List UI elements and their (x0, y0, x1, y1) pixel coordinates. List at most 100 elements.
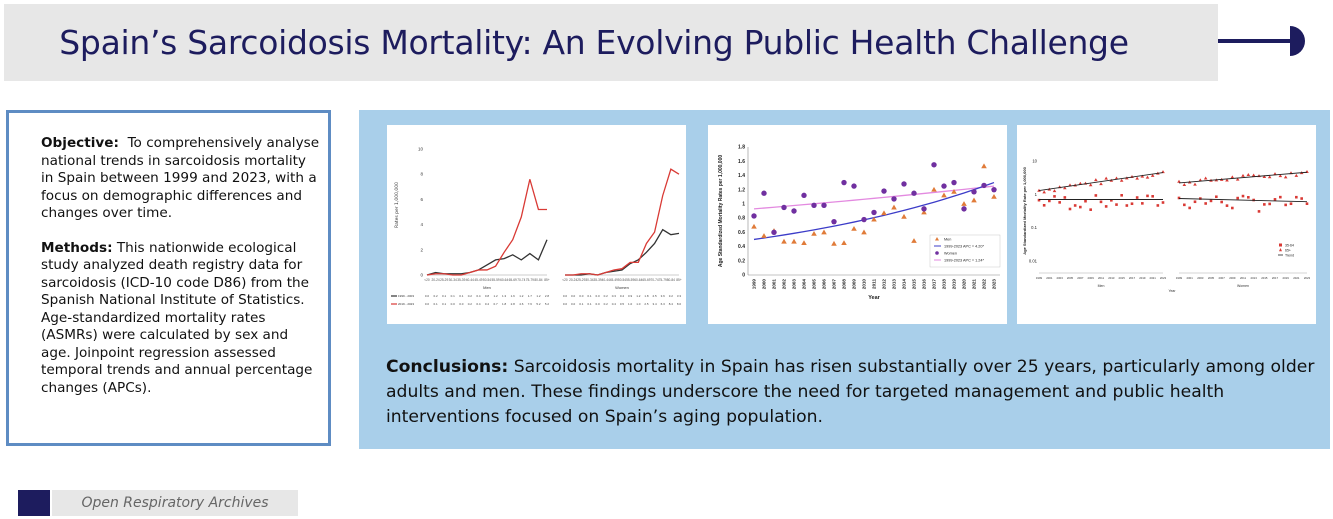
x-tick-label: 2001 (1187, 276, 1194, 280)
data-table-value: 0.4 (620, 294, 625, 298)
y-tick-label: 0.1 (1031, 225, 1037, 230)
data-table-value: 0.1 (442, 294, 447, 298)
x-tick-label: 2023 (1160, 276, 1167, 280)
men-data-point (811, 230, 817, 236)
x-tick-label: 2019 (1139, 276, 1146, 280)
age-65-plus-point (1246, 173, 1251, 177)
x-tick-label: 40-44 (602, 278, 610, 282)
legend-label: Women (944, 251, 957, 255)
men-data-point (871, 216, 877, 222)
legend-label: Men (944, 237, 951, 241)
data-table-value: 1.3 (502, 294, 507, 298)
age-35-64-point (1099, 200, 1103, 204)
women-data-point (841, 179, 847, 186)
data-table-value: 0.2 (468, 294, 473, 298)
women-data-point (901, 181, 907, 187)
age-35-64-point (1263, 203, 1266, 206)
men-data-point (761, 233, 767, 238)
legend-swatch (935, 237, 939, 241)
page-title: Spain’s Sarcoidosis Mortality: An Evolvi… (59, 23, 1129, 62)
y-tick-label: 0.8 (738, 216, 745, 222)
age-35-64-point (1289, 202, 1293, 206)
x-tick-label: 60-64 (500, 278, 508, 282)
y-tick-label: 8 (420, 172, 423, 177)
men-data-point (821, 229, 827, 235)
men-data-point (851, 225, 857, 231)
data-table-value: 1.2 (493, 294, 498, 298)
x-tick-label: 2007 (1219, 276, 1226, 280)
trend-line (1178, 198, 1308, 203)
women-data-point (781, 204, 787, 211)
age-35-64-point (1037, 198, 1041, 202)
trend-line (1178, 171, 1308, 184)
women-data-point (791, 208, 797, 214)
asmr-trend-figure: Age Standardized Mortality Rates per 1,0… (708, 125, 1007, 324)
age-35-64-point (1104, 205, 1108, 208)
age-65-plus-point (1230, 175, 1235, 179)
age-35-64-point (1183, 203, 1186, 207)
legend-swatch (1279, 248, 1282, 252)
series-line (426, 179, 547, 276)
age-65-plus-point (1177, 179, 1181, 183)
age-35-64-point (1268, 202, 1271, 206)
age-65-plus-point (1262, 175, 1267, 179)
men-data-point (941, 192, 947, 198)
y-tick-label: 10 (1032, 159, 1037, 164)
age-35-64-point (1120, 193, 1123, 197)
age-35-64-point (1115, 203, 1118, 206)
age-35-64-point (1279, 195, 1282, 199)
age-35-64-point (1079, 205, 1082, 209)
age-65-plus-point (1145, 175, 1150, 179)
x-tick-label: 55-59 (491, 278, 499, 282)
data-table-value: 2.8 (545, 294, 550, 298)
x-tick-label: 1999 (1176, 276, 1183, 280)
women-data-point (951, 179, 957, 186)
x-tick-label: 2014 (902, 279, 907, 290)
legend-label: 2019 - 2023 (398, 302, 414, 306)
age-65-plus-point (1052, 189, 1057, 193)
men-data-point (961, 201, 967, 206)
age-35-64-point (1204, 202, 1207, 205)
data-table-value: 1.8 (644, 294, 649, 298)
x-tick-label: 50-54 (618, 278, 626, 282)
women-data-point (821, 202, 827, 209)
x-axis-label: Year (1168, 289, 1176, 293)
age-65-plus-point (1042, 190, 1046, 194)
data-table-value: 0.0 (425, 302, 430, 306)
legend-box (929, 234, 1001, 268)
methods-text: This nationwide ecological study analyze… (41, 239, 313, 396)
age-35-64-point (1220, 200, 1223, 204)
men-data-point (901, 213, 907, 219)
x-tick-label: 2008 (842, 279, 847, 290)
x-tick-label: 70-74 (650, 278, 658, 282)
x-tick-label: 2001 (772, 279, 777, 290)
legend-label: 65+ (1285, 248, 1291, 252)
age-65-plus-point (1241, 173, 1245, 177)
women-data-point (891, 196, 897, 202)
data-table-value: 1.2 (636, 294, 641, 298)
y-axis-label: Age Standardized Mortality Rates per 1,0… (718, 155, 724, 267)
x-tick-label: <20 (562, 278, 568, 282)
y-tick-label: 1 (742, 201, 745, 207)
x-tick-label: 80-84 (667, 278, 675, 282)
age-65-plus-point (1235, 177, 1240, 181)
summary-text: Objective: To comprehensively analyse na… (41, 135, 321, 414)
age-35-64-point (1151, 195, 1154, 198)
x-tick-label: 2009 (1088, 276, 1095, 280)
data-table-value: 0.1 (587, 302, 592, 306)
women-data-point (871, 209, 877, 216)
x-tick-label: 2017 (1272, 276, 1279, 280)
age-35-64-point (1209, 199, 1213, 203)
age-65-plus-point (1135, 176, 1139, 180)
data-table-value: 3.3 (677, 294, 682, 298)
legend-swatch (1279, 243, 1282, 247)
age-35-64-point (1073, 204, 1077, 207)
data-table-value: 2.5 (644, 302, 649, 306)
x-tick-label: 2011 (872, 279, 877, 289)
x-tick-label: 2021 (1293, 276, 1300, 280)
legend-label: 1999-2023 APC = 1.24* (944, 258, 985, 262)
age-35-64-point (1273, 198, 1277, 201)
y-tick-label: 1.8 (738, 145, 745, 151)
age-65-plus-point (1193, 182, 1197, 186)
men-data-point (791, 238, 797, 244)
